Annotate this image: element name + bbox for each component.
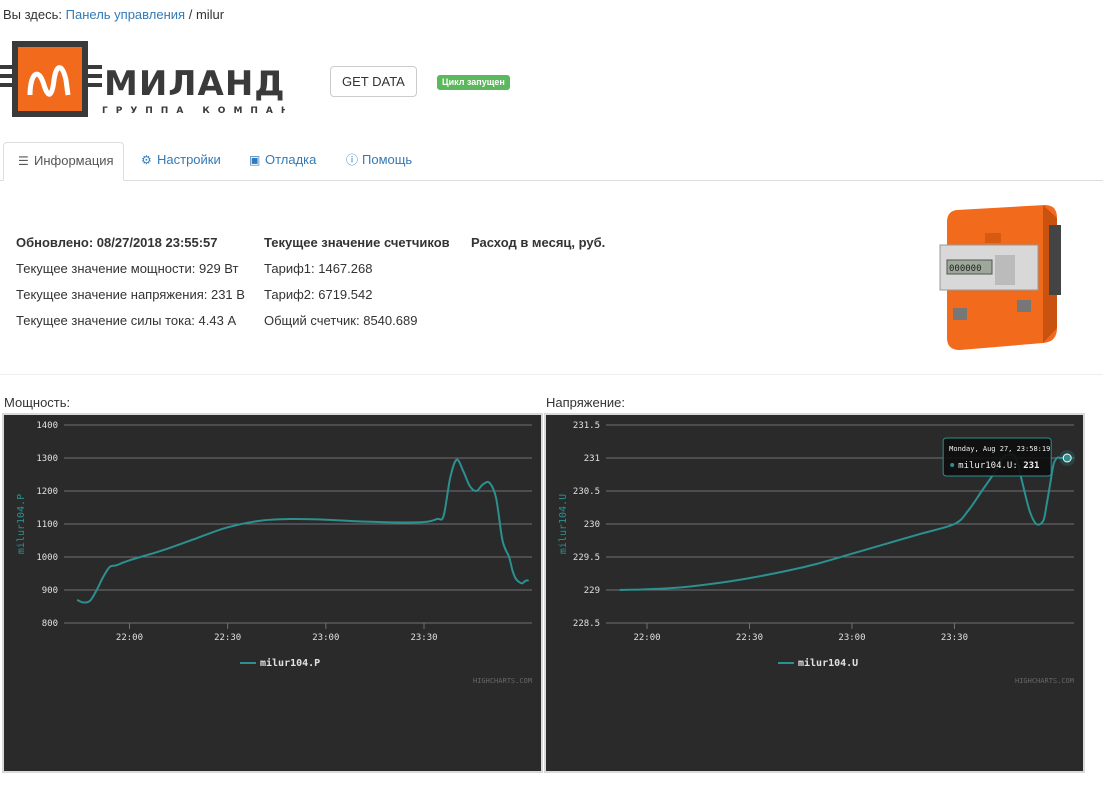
hover-point: [1062, 453, 1072, 463]
milandr-logo: МИЛАНДР ГРУППА КОМПАНИЙ: [0, 41, 285, 117]
power-reading: Текущее значение мощности: 929 Вт: [16, 261, 239, 276]
y-tick-label: 900: [42, 586, 58, 596]
info-icon: ⓘ: [346, 153, 359, 167]
chart-credit[interactable]: HIGHCHARTS.COM: [1015, 677, 1074, 685]
total-counter-reading: Общий счетчик: 8540.689: [264, 313, 418, 328]
x-tick-label: 23:30: [941, 633, 968, 643]
x-tick-label: 22:30: [214, 633, 241, 643]
tooltip-series: milur104.U: 231: [958, 461, 1039, 471]
x-tick-label: 22:00: [116, 633, 143, 643]
y-tick-label: 1200: [36, 487, 58, 497]
tab-help-label: Помощь: [362, 152, 413, 167]
counters-title: Текущее значение счетчиков: [264, 235, 450, 250]
logo-tagline: ГРУППА КОМПАНИЙ: [102, 104, 285, 116]
gear-icon: ⚙: [141, 153, 152, 167]
tab-info[interactable]: ☰ Информация: [3, 142, 124, 181]
info-column-counters: Текущее значение счетчиков Тариф1: 1467.…: [264, 230, 450, 334]
y-tick-label: 1400: [36, 421, 58, 431]
get-data-button[interactable]: GET DATA: [330, 66, 417, 97]
inbox-icon: ▣: [249, 153, 261, 167]
tooltip-dot: [950, 463, 955, 467]
breadcrumb-link-dashboard[interactable]: Панель управления: [65, 7, 186, 22]
tab-debug-label: Отладка: [265, 152, 317, 167]
y-tick-label: 230.5: [573, 487, 600, 497]
x-tick-label: 23:30: [410, 633, 437, 643]
voltage-chart[interactable]: 231.5 231 230.5 230 229.5 229 228.5 22:00 22:30 2…: [544, 413, 1085, 773]
list-icon: ☰: [18, 154, 29, 168]
svg-text:000000: 000000: [949, 264, 982, 274]
y-tick-label: 230: [584, 520, 600, 530]
x-tick-label: 23:00: [838, 633, 865, 643]
info-column-readings: Обновлено: 08/27/2018 23:55:57 Текущее з…: [16, 230, 245, 334]
section-divider: [0, 374, 1103, 375]
y-tick-label: 1100: [36, 520, 58, 530]
updated-timestamp: Обновлено: 08/27/2018 23:55:57: [16, 235, 218, 250]
tab-settings[interactable]: ⚙ Настройки: [127, 142, 235, 180]
tab-debug[interactable]: ▣ Отладка: [235, 142, 330, 180]
current-reading: Текущее значение силы тока: 4.43 А: [16, 313, 237, 328]
y-axis-title: milur104.P: [16, 494, 27, 554]
series-line: [76, 458, 529, 604]
tab-settings-label: Настройки: [157, 152, 221, 167]
breadcrumb: Вы здесь: Панель управления / milur: [3, 7, 224, 22]
breadcrumb-current: milur: [195, 7, 225, 22]
voltage-reading: Текущее значение напряжения: 231 В: [16, 287, 245, 302]
chart-credit[interactable]: HIGHCHARTS.COM: [473, 677, 532, 685]
x-tick-label: 23:00: [312, 633, 339, 643]
y-tick-label: 229.5: [573, 553, 600, 563]
y-tick-label: 228.5: [573, 619, 600, 629]
voltage-chart-label: Напряжение:: [546, 395, 625, 410]
status-badge: Цикл запущен: [437, 75, 510, 90]
info-column-monthly: Расход в месяц, руб.: [471, 230, 605, 256]
x-tick-label: 22:30: [736, 633, 763, 643]
tariff1-reading: Тариф1: 1467.268: [264, 261, 373, 276]
tooltip-box: [942, 437, 1052, 477]
power-chart-label: Мощность:: [4, 395, 71, 410]
breadcrumb-prefix: Вы здесь:: [3, 7, 63, 22]
logo-name: МИЛАНДР: [104, 64, 285, 104]
y-tick-label: 231: [584, 454, 600, 464]
tooltip-title: Monday, Aug 27, 23:58:19: [949, 445, 1050, 453]
tariff2-reading: Тариф2: 6719.542: [264, 287, 373, 302]
legend-item[interactable]: milur104.P: [260, 657, 320, 669]
y-axis-title: milur104.U: [558, 494, 569, 554]
legend-item[interactable]: milur104.U: [798, 657, 858, 669]
tab-info-label: Информация: [34, 153, 114, 168]
monthly-cost-title: Расход в месяц, руб.: [471, 235, 606, 250]
y-tick-label: 800: [42, 619, 58, 629]
y-tick-label: 1300: [36, 454, 58, 464]
power-chart-svg: 1400 1300 1200 1100 1000 900 800 22:00 22:30 23:0…: [16, 421, 532, 685]
tab-bar: ☰ Информация ⚙ Настройки ▣ Отладка ⓘ Помощь: [0, 142, 1103, 181]
voltage-chart-svg: 231.5 231 230.5 230 229.5 229 228.5 22:00 22:30 2…: [558, 421, 1076, 685]
y-tick-label: 1000: [36, 553, 58, 563]
tooltip-value: 231: [1023, 461, 1039, 471]
meter-image: 000000: [939, 205, 1061, 350]
y-tick-label: 231.5: [573, 421, 600, 431]
tab-help[interactable]: ⓘ Помощь: [332, 142, 426, 180]
y-tick-label: 229: [584, 586, 600, 596]
breadcrumb-separator: /: [188, 7, 193, 22]
power-chart[interactable]: 1400 1300 1200 1100 1000 900 800 22:00 22:30 23:0…: [2, 413, 543, 773]
x-tick-label: 22:00: [633, 633, 660, 643]
